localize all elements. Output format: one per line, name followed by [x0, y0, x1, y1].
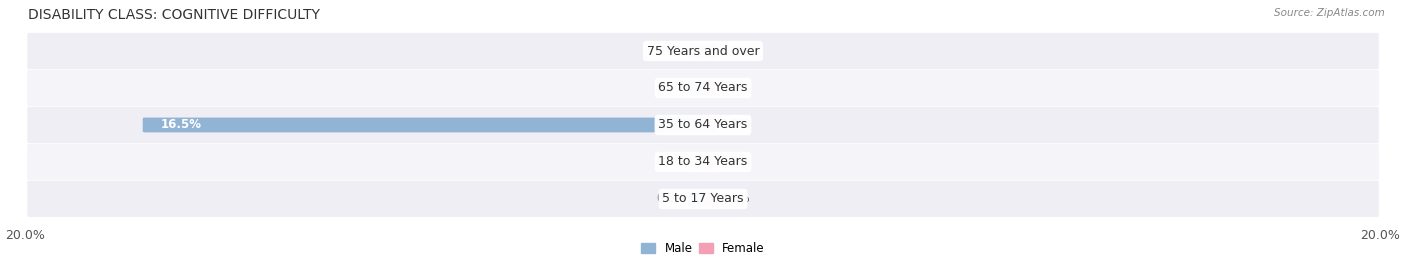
FancyBboxPatch shape [27, 144, 1379, 180]
Text: 35 to 64 Years: 35 to 64 Years [658, 118, 748, 132]
Text: Source: ZipAtlas.com: Source: ZipAtlas.com [1274, 8, 1385, 18]
FancyBboxPatch shape [27, 181, 1379, 217]
FancyBboxPatch shape [702, 192, 716, 206]
FancyBboxPatch shape [702, 155, 716, 169]
Text: 0.0%: 0.0% [657, 81, 686, 95]
Text: 0.0%: 0.0% [720, 155, 749, 169]
FancyBboxPatch shape [702, 118, 716, 132]
Text: 5 to 17 Years: 5 to 17 Years [662, 192, 744, 205]
FancyBboxPatch shape [142, 118, 704, 132]
Text: 0.0%: 0.0% [720, 192, 749, 205]
Text: 0.0%: 0.0% [720, 81, 749, 95]
Text: 18 to 34 Years: 18 to 34 Years [658, 155, 748, 169]
FancyBboxPatch shape [690, 155, 704, 169]
Text: 0.0%: 0.0% [720, 118, 749, 132]
Text: 0.0%: 0.0% [720, 44, 749, 58]
Text: 0.0%: 0.0% [657, 155, 686, 169]
Text: 65 to 74 Years: 65 to 74 Years [658, 81, 748, 95]
Legend: Male, Female: Male, Female [637, 238, 769, 260]
FancyBboxPatch shape [27, 70, 1379, 106]
FancyBboxPatch shape [27, 107, 1379, 143]
Text: 0.0%: 0.0% [657, 192, 686, 205]
FancyBboxPatch shape [690, 44, 704, 58]
FancyBboxPatch shape [702, 44, 716, 58]
FancyBboxPatch shape [27, 33, 1379, 69]
FancyBboxPatch shape [690, 81, 704, 95]
Text: 0.0%: 0.0% [657, 44, 686, 58]
Text: 16.5%: 16.5% [162, 118, 202, 132]
Text: 75 Years and over: 75 Years and over [647, 44, 759, 58]
Text: DISABILITY CLASS: COGNITIVE DIFFICULTY: DISABILITY CLASS: COGNITIVE DIFFICULTY [28, 8, 321, 22]
FancyBboxPatch shape [690, 192, 704, 206]
FancyBboxPatch shape [702, 81, 716, 95]
